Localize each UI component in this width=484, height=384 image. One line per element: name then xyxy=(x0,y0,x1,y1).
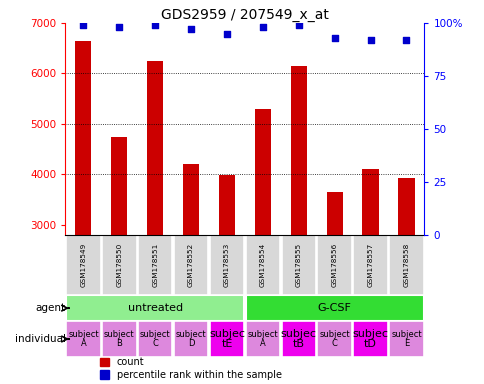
Bar xyxy=(173,235,208,295)
Bar xyxy=(281,235,316,295)
Bar xyxy=(326,192,342,235)
Bar xyxy=(317,321,351,357)
Point xyxy=(330,35,338,41)
Bar xyxy=(352,321,387,357)
Bar xyxy=(218,175,235,235)
Bar xyxy=(388,321,423,357)
Text: GSM178550: GSM178550 xyxy=(116,243,122,287)
Point xyxy=(187,26,195,33)
Point xyxy=(402,37,409,43)
Text: subject
C: subject C xyxy=(139,329,170,348)
Bar xyxy=(352,235,387,295)
Text: subject
B: subject B xyxy=(104,329,135,348)
Legend: count, percentile rank within the sample: count, percentile rank within the sample xyxy=(99,356,282,381)
Bar xyxy=(66,235,101,295)
Text: GSM178555: GSM178555 xyxy=(295,243,301,287)
Text: G-CSF: G-CSF xyxy=(317,303,351,313)
Bar xyxy=(209,321,244,357)
Bar xyxy=(66,321,101,357)
Bar xyxy=(137,235,172,295)
Text: GSM178554: GSM178554 xyxy=(259,243,265,287)
Text: individual: individual xyxy=(15,334,66,344)
Text: subjec
tB: subjec tB xyxy=(280,329,316,349)
Bar xyxy=(102,235,136,295)
Text: subjec
tE: subjec tE xyxy=(209,329,244,349)
Bar xyxy=(245,321,280,357)
Bar xyxy=(397,179,414,235)
Text: GSM178552: GSM178552 xyxy=(188,243,194,287)
Bar xyxy=(281,321,316,357)
Bar xyxy=(317,235,351,295)
Text: GSM178558: GSM178558 xyxy=(403,243,408,287)
Point xyxy=(258,24,266,30)
Bar xyxy=(245,295,423,321)
Bar xyxy=(102,321,136,357)
Title: GDS2959 / 207549_x_at: GDS2959 / 207549_x_at xyxy=(161,8,328,22)
Bar xyxy=(182,164,199,235)
Text: GSM178557: GSM178557 xyxy=(367,243,373,287)
Text: subject
A: subject A xyxy=(247,329,278,348)
Point xyxy=(223,31,230,37)
Text: GSM178553: GSM178553 xyxy=(224,243,229,287)
Bar xyxy=(147,61,163,235)
Text: GSM178551: GSM178551 xyxy=(152,243,158,287)
Bar xyxy=(137,321,172,357)
Bar xyxy=(173,321,208,357)
Bar xyxy=(111,137,127,235)
Text: GSM178549: GSM178549 xyxy=(80,243,86,287)
Point xyxy=(151,22,159,28)
Text: untreated: untreated xyxy=(127,303,182,313)
Text: subject
C: subject C xyxy=(318,329,349,348)
Text: subject
E: subject E xyxy=(390,329,421,348)
Bar xyxy=(362,169,378,235)
Bar xyxy=(245,235,280,295)
Bar xyxy=(66,295,244,321)
Point xyxy=(115,24,123,30)
Point xyxy=(294,22,302,28)
Point xyxy=(79,22,87,28)
Point xyxy=(366,37,374,43)
Text: subject
A: subject A xyxy=(68,329,99,348)
Bar xyxy=(290,66,306,235)
Bar xyxy=(75,41,91,235)
Text: subject
D: subject D xyxy=(175,329,206,348)
Text: subjec
tD: subjec tD xyxy=(352,329,388,349)
Bar xyxy=(254,109,271,235)
Text: agent: agent xyxy=(36,303,66,313)
Text: GSM178556: GSM178556 xyxy=(331,243,337,287)
Bar xyxy=(209,235,244,295)
Bar xyxy=(388,235,423,295)
